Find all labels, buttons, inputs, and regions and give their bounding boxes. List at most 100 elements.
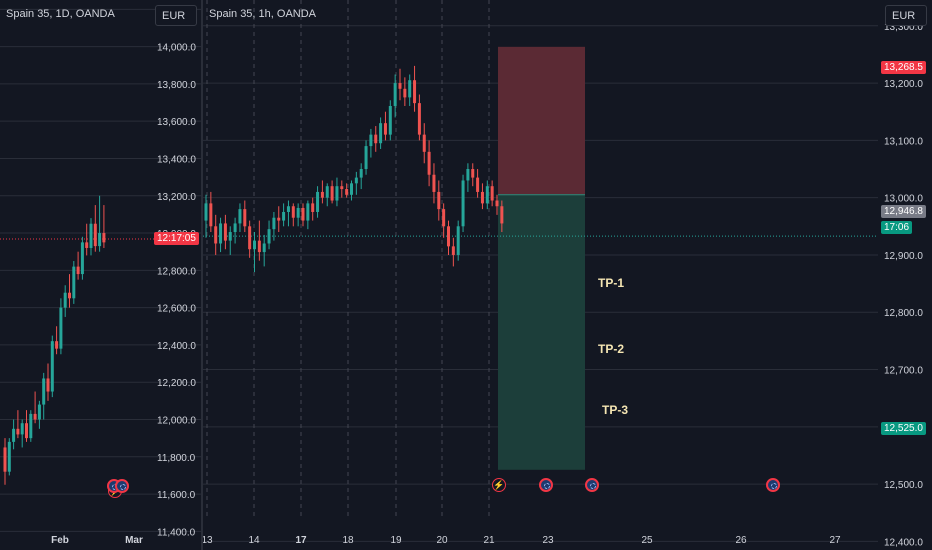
right-split-event-icon[interactable]: ⚡ <box>492 478 506 492</box>
left-y-tick-6: 12,600.0 <box>157 304 196 315</box>
right-candle-body-48 <box>437 191 441 210</box>
right-candle-body-29 <box>345 189 349 195</box>
right-candle-body-58 <box>485 186 489 204</box>
left-candle-body-21 <box>93 223 97 247</box>
right-y-tick-4: 12,800.0 <box>884 308 923 319</box>
right-candle-body-19 <box>296 207 300 218</box>
left-candle-body-17 <box>76 266 80 275</box>
left-candle-body-10 <box>46 378 50 392</box>
left-candle-body-4 <box>20 423 24 435</box>
right-candle-body-39 <box>393 83 397 106</box>
left-chart-canvas[interactable]: 11,400.0 11,600.0 11,800.0 12,000.0 12,200.0… <box>0 0 203 550</box>
left-candle-body-3 <box>16 428 20 435</box>
right-y-tick-1: 12,500.0 <box>884 480 923 491</box>
countdown-badge: 17:06 <box>881 221 913 234</box>
left-candle-body-12 <box>55 341 59 349</box>
right-dividend-event-icon-3[interactable] <box>766 478 780 492</box>
right-candle-body-13 <box>267 229 271 244</box>
tp-1-label: TP-1 <box>598 276 625 290</box>
right-candle-body-2 <box>214 226 218 244</box>
right-candle-body-17 <box>286 206 290 212</box>
right-candle-body-33 <box>364 146 368 170</box>
right-dividend-event-icon-2[interactable] <box>585 478 599 492</box>
left-x-label-1: Mar <box>125 535 143 546</box>
right-candle-body-57 <box>480 191 484 204</box>
right-candle-body-3 <box>219 223 223 244</box>
right-candle-body-32 <box>359 169 363 178</box>
right-candle-body-9 <box>248 226 252 250</box>
right-candle-body-20 <box>301 207 305 221</box>
take-profit-zone <box>498 194 585 470</box>
left-candle-body-8 <box>37 404 41 420</box>
pane-divider[interactable] <box>201 0 203 550</box>
right-currency-button[interactable]: EUR <box>885 5 927 26</box>
left-candle-body-22 <box>98 233 102 247</box>
right-x-label-4: 19 <box>390 535 402 546</box>
right-candle-body-47 <box>432 174 436 192</box>
take-profit-price-badge: 12,525.0 <box>881 422 926 435</box>
right-candle-body-53 <box>461 180 465 227</box>
left-candle-body-1 <box>7 441 11 472</box>
right-candle-body-30 <box>350 183 353 195</box>
left-currency-button[interactable]: EUR <box>155 5 197 26</box>
right-x-label-6: 21 <box>483 535 495 546</box>
right-x-label-5: 20 <box>436 535 448 546</box>
left-chart-pane[interactable]: 11,400.0 11,600.0 11,800.0 12,000.0 12,200.0… <box>0 0 203 550</box>
right-candle-body-21 <box>306 203 310 221</box>
right-x-label-2: 17 <box>295 535 307 546</box>
left-candle-body-5 <box>25 423 28 439</box>
left-candle-body-20 <box>89 223 93 248</box>
right-candle-body-8 <box>243 209 247 227</box>
right-candle-body-51 <box>451 246 455 255</box>
left-dividend-event-icon-2[interactable] <box>115 479 129 493</box>
right-candle-body-28 <box>340 186 344 190</box>
left-price-label: 12:17:05 <box>154 232 199 245</box>
right-candle-body-52 <box>456 226 460 255</box>
right-candle-body-55 <box>471 169 475 178</box>
right-candle-body-4 <box>223 223 227 241</box>
right-candle-body-5 <box>228 232 232 241</box>
left-y-tick-12: 13,800.0 <box>157 80 196 91</box>
left-y-tick-3: 12,000.0 <box>157 415 196 426</box>
left-chart-title: Spain 35, 1D, OANDA <box>6 8 115 20</box>
right-y-tick-5: 12,900.0 <box>884 251 923 262</box>
right-candle-body-49 <box>442 209 446 227</box>
right-x-label-0: 13 <box>203 535 213 546</box>
right-candle-body-54 <box>466 169 470 181</box>
left-y-tick-7: 12,800.0 <box>157 266 196 277</box>
right-candle-body-60 <box>495 200 499 207</box>
right-y-tick-6: 13,000.0 <box>884 194 923 205</box>
left-y-tick-4: 12,200.0 <box>157 378 196 389</box>
right-candle-body-37 <box>383 123 387 135</box>
right-chart-canvas[interactable]: 12,400.012,500.012,600.012,700.012,800.0… <box>203 0 932 550</box>
left-y-tick-1: 11,600.0 <box>157 490 196 501</box>
left-candle-body-11 <box>50 341 54 392</box>
right-candle-body-56 <box>476 177 480 192</box>
right-chart-pane[interactable]: 12,400.012,500.012,600.012,700.012,800.0… <box>203 0 932 550</box>
right-candle-body-27 <box>335 186 339 201</box>
right-candle-body-41 <box>403 88 407 98</box>
right-candle-body-61 <box>500 206 504 224</box>
right-dividend-event-icon-1[interactable] <box>539 478 553 492</box>
right-x-label-8: 25 <box>641 535 653 546</box>
left-candle-body-2 <box>12 428 16 442</box>
tp-3-label: TP-3 <box>602 403 629 417</box>
left-candle-body-16 <box>72 266 76 299</box>
right-x-label-9: 26 <box>735 535 747 546</box>
right-candle-body-6 <box>233 223 237 233</box>
stop-loss-zone <box>498 46 585 195</box>
right-candle-body-0 <box>204 203 208 221</box>
right-candle-body-42 <box>408 80 412 98</box>
right-x-label-7: 23 <box>542 535 554 546</box>
right-candle-body-38 <box>388 105 392 135</box>
left-y-tick-2: 11,800.0 <box>157 453 196 464</box>
left-candle-body-19 <box>85 242 89 248</box>
right-candle-body-34 <box>369 134 373 147</box>
last-price-badge: 12,946.8 <box>881 205 926 218</box>
left-y-tick-11: 13,600.0 <box>157 117 196 128</box>
right-x-label-10: 27 <box>829 535 841 546</box>
right-candle-body-43 <box>413 80 417 104</box>
left-candle-body-7 <box>33 413 37 420</box>
right-x-label-3: 18 <box>342 535 354 546</box>
right-candle-body-15 <box>277 217 281 221</box>
